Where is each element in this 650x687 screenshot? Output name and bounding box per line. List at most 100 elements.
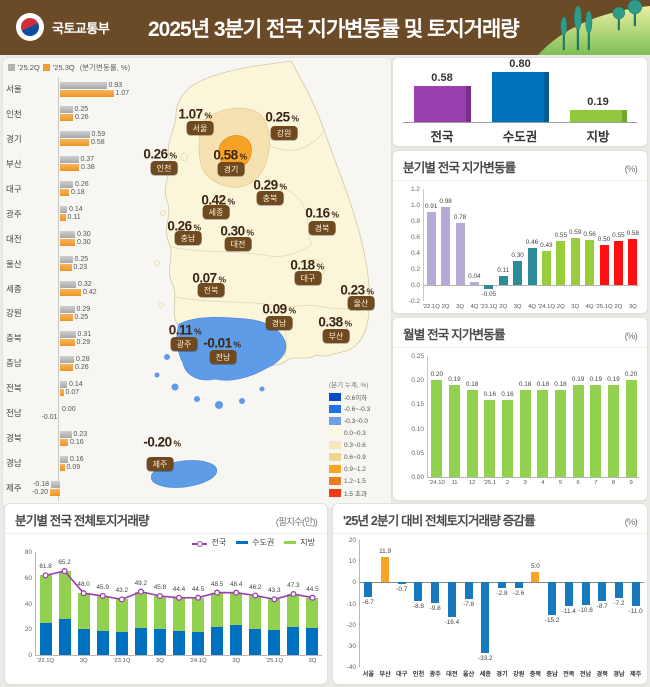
transactions-chart-panel: 분기별 전국 전체토지거래량 (필지수(만)) 전국 수도권 지방 80 60 40… <box>4 503 328 685</box>
compare-row: 전남 0.00 -0.01 <box>4 401 134 426</box>
bar-value-label: -8.7 <box>596 602 608 610</box>
total-line <box>42 568 316 603</box>
y-tick-label: -20 <box>346 621 356 629</box>
bar-value-label: 0.20 <box>624 371 638 379</box>
map-legend-swatch-icon <box>329 453 341 461</box>
compare-bar <box>60 380 67 388</box>
capital-bar <box>173 631 185 655</box>
x-tick-label: '23.1Q <box>480 304 498 310</box>
compare-row: 경기 0.59 0.58 <box>4 127 134 152</box>
compare-value-label: 0.37 <box>80 156 95 164</box>
total-value-label: 46.2 <box>249 583 262 591</box>
compare-value-label: 0.26 <box>75 363 89 371</box>
bar <box>431 582 440 604</box>
bar-value-label: 0.18 <box>465 380 479 388</box>
compare-value-label: 0.42 <box>83 289 97 296</box>
summary-col: 0.19 <box>559 96 637 122</box>
y-tick-label: 0.00 <box>411 474 424 481</box>
total-value-label: 44.5 <box>306 585 319 593</box>
bar <box>414 582 423 601</box>
x-tick-label: '25.1Q <box>265 658 283 664</box>
capital-bar <box>230 625 243 655</box>
map-legend-row: 0.3~0.6 <box>329 439 391 451</box>
x-tick-label: '25.1 <box>483 480 497 486</box>
total-value-label: 65.2 <box>58 559 71 567</box>
compare-value-label: 0.14 <box>69 380 83 388</box>
local-bar <box>173 597 185 632</box>
x-tick-label: 2Q <box>499 304 508 310</box>
region-name: 제주 <box>6 483 22 493</box>
bar-value-label: 0.04 <box>468 272 481 280</box>
bar-value-label: 0.19 <box>607 376 620 384</box>
compare-row: 충북 0.31 0.29 <box>4 326 134 351</box>
compare-bar <box>50 488 60 496</box>
compare-value-label: 0.26 <box>75 114 89 122</box>
region-name: 광주 <box>6 208 22 219</box>
x-tick-label: '24.10 <box>428 480 445 486</box>
bar <box>514 582 523 588</box>
bar-value-label: -15.2 <box>544 616 560 624</box>
x-tick-label: 11 <box>451 480 458 486</box>
bar <box>631 582 640 606</box>
map-region-badge: 경북 <box>308 221 336 235</box>
trees-decoration-icon <box>538 0 650 55</box>
total-value-label: 47.3 <box>287 582 300 590</box>
bar <box>598 582 607 601</box>
compare-value-label: 0.16 <box>70 455 84 463</box>
legend-line-icon <box>192 538 208 547</box>
monthly-plot: 0.25 0.20 0.15 0.10 0.05 0.00 0.20 '24.10 0.19 11… <box>411 353 639 486</box>
summary-bar <box>491 72 549 122</box>
legend-total-label: 전국 <box>211 538 227 547</box>
map-legend-row: 0.6~0.9 <box>329 451 391 463</box>
compare-row: 세종 0.32 0.42 <box>4 277 134 302</box>
compare-bar <box>60 388 64 396</box>
bar <box>481 582 490 653</box>
bar-value-label: 0.98 <box>439 197 452 205</box>
capital-bar <box>192 631 205 655</box>
monthly-title-row: 월별 전국 지가변동률 (%) <box>393 318 647 348</box>
compare-row: 경남 0.16 0.09 <box>4 451 134 476</box>
map-region-badge: 강원 <box>270 126 298 140</box>
region-name: 경남 <box>6 458 22 469</box>
bar <box>625 380 637 477</box>
transactions-title-row: 분기별 전국 전체토지거래량 (필지수(만)) <box>5 504 327 534</box>
compare-bar <box>60 438 68 446</box>
bar <box>564 582 573 607</box>
total-value-label: 48.0 <box>77 581 90 589</box>
compare-value-label: 0.11 <box>67 214 81 222</box>
compare-value-label: 1.07 <box>115 89 130 97</box>
compare-bar <box>60 81 107 89</box>
bar <box>614 582 623 598</box>
compare-bar <box>59 413 60 421</box>
bar-value-label: -11.0 <box>628 607 643 615</box>
zero-line <box>428 477 639 478</box>
region-name: 인천 <box>6 108 22 119</box>
quarterly-title-row: 분기별 전국 지가변동률 (%) <box>393 151 647 181</box>
compare-bar <box>60 139 89 147</box>
x-tick-label: '24.1Q <box>189 658 207 664</box>
compare-bar-group: 0.14 0.11 <box>34 202 134 227</box>
map-legend-row: 0.9~1.2 <box>329 463 391 475</box>
map-value-label: 0.58 % <box>213 147 247 163</box>
monthly-unit: (%) <box>624 331 638 342</box>
summary-name: 지방 <box>586 130 610 144</box>
zero-line <box>424 285 639 286</box>
region-name: 세종 <box>6 283 22 294</box>
y-tick-label: 10 <box>348 558 356 566</box>
bar-value-label: -9.8 <box>429 605 441 613</box>
map-legend: (분기 누계, %) -0.6이하 -0.6~-0.3 -0.3~0.0 0.0~0.… <box>329 379 391 499</box>
compare-unit-label: (분기변동률, %) <box>79 63 131 72</box>
x-tick-label: 4 <box>541 480 545 486</box>
x-tick-label: 강원 <box>513 671 525 678</box>
q3-swatch-icon <box>42 64 50 71</box>
compare-row: 제주 -0.18 -0.20 <box>4 476 134 501</box>
x-tick-label: 전북 <box>563 671 575 678</box>
local-bar <box>287 594 300 627</box>
bar <box>455 222 465 285</box>
capital-bar <box>211 627 224 655</box>
compare-value-label: 0.16 <box>70 438 84 446</box>
map-legend-row: -0.3~0.0 <box>329 415 391 427</box>
map-region-badge: 전북 <box>197 283 225 297</box>
y-tick-label: 0.10 <box>411 425 424 433</box>
y-tick-label: -40 <box>346 664 356 671</box>
